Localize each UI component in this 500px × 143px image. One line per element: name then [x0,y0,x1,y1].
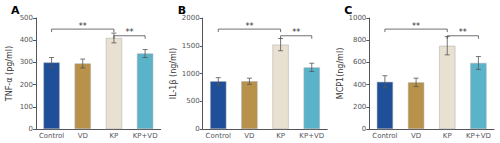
svg-text:500: 500 [20,14,33,22]
svg-text:TNF-α (pg/ml): TNF-α (pg/ml) [5,46,14,102]
svg-text:VD: VD [244,132,254,140]
svg-text:1500: 1500 [182,42,200,50]
svg-text:0: 0 [195,125,199,133]
svg-text:400: 400 [353,81,366,89]
svg-text:VD: VD [78,132,88,140]
svg-text:KP: KP [276,132,285,140]
svg-text:VD: VD [411,132,421,140]
svg-text:400: 400 [20,36,33,44]
svg-text:KP+VD: KP+VD [466,132,491,140]
svg-text:KP: KP [443,132,452,140]
svg-text:KP+VD: KP+VD [299,132,324,140]
svg-text:200: 200 [20,81,33,89]
svg-text:1000: 1000 [348,14,367,22]
svg-text:100: 100 [20,103,33,111]
svg-text:**: ** [412,22,420,31]
svg-text:**: ** [126,28,134,37]
svg-text:0: 0 [362,125,366,133]
svg-text:Control: Control [372,132,397,140]
svg-text:**: ** [292,28,300,37]
svg-text:C: C [344,4,352,17]
svg-text:1000: 1000 [182,70,200,78]
svg-text:2000: 2000 [181,14,200,22]
svg-text:800: 800 [353,36,366,44]
svg-text:200: 200 [353,103,366,111]
svg-text:Control: Control [206,132,231,140]
svg-text:Control: Control [39,132,64,140]
svg-text:A: A [11,4,20,17]
svg-text:KP: KP [110,132,119,140]
svg-text:KP+VD: KP+VD [133,132,158,140]
svg-text:**: ** [245,22,253,31]
svg-text:**: ** [79,22,87,31]
svg-text:0: 0 [29,125,33,133]
svg-text:MCP1(ng/ml): MCP1(ng/ml) [336,48,345,100]
svg-text:B: B [178,4,186,17]
svg-text:IL-1β (ng/ml): IL-1β (ng/ml) [169,48,178,99]
svg-text:**: ** [459,28,467,37]
svg-text:500: 500 [186,97,199,105]
svg-text:600: 600 [353,58,366,66]
svg-text:300: 300 [20,58,33,66]
